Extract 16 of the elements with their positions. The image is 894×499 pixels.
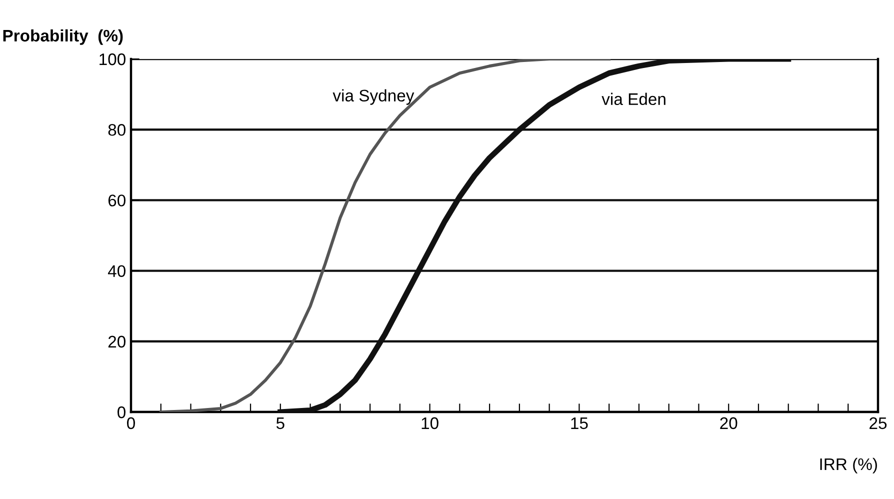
series-label: via Eden [602,92,666,106]
x-tick-label: 20 [720,417,738,430]
y-tick-label: 40 [108,265,126,278]
x-tick-label: 10 [422,417,438,430]
x-tick-label: 5 [276,417,284,430]
y-tick-label: 20 [108,336,126,348]
y-tick-label: 60 [108,194,126,206]
series-label: via Sydney [332,89,414,105]
y-tick-label: 0 [118,406,126,418]
y-tick-label: 80 [108,124,126,136]
y-tick-label: 100 [100,53,126,66]
x-tick-label: 25 [870,417,887,430]
x-axis-title: IRR (%) [820,458,877,474]
x-tick-label: 0 [127,417,135,430]
y-axis-title: Probability (%) [3,29,123,45]
x-tick-label: 15 [571,417,588,430]
